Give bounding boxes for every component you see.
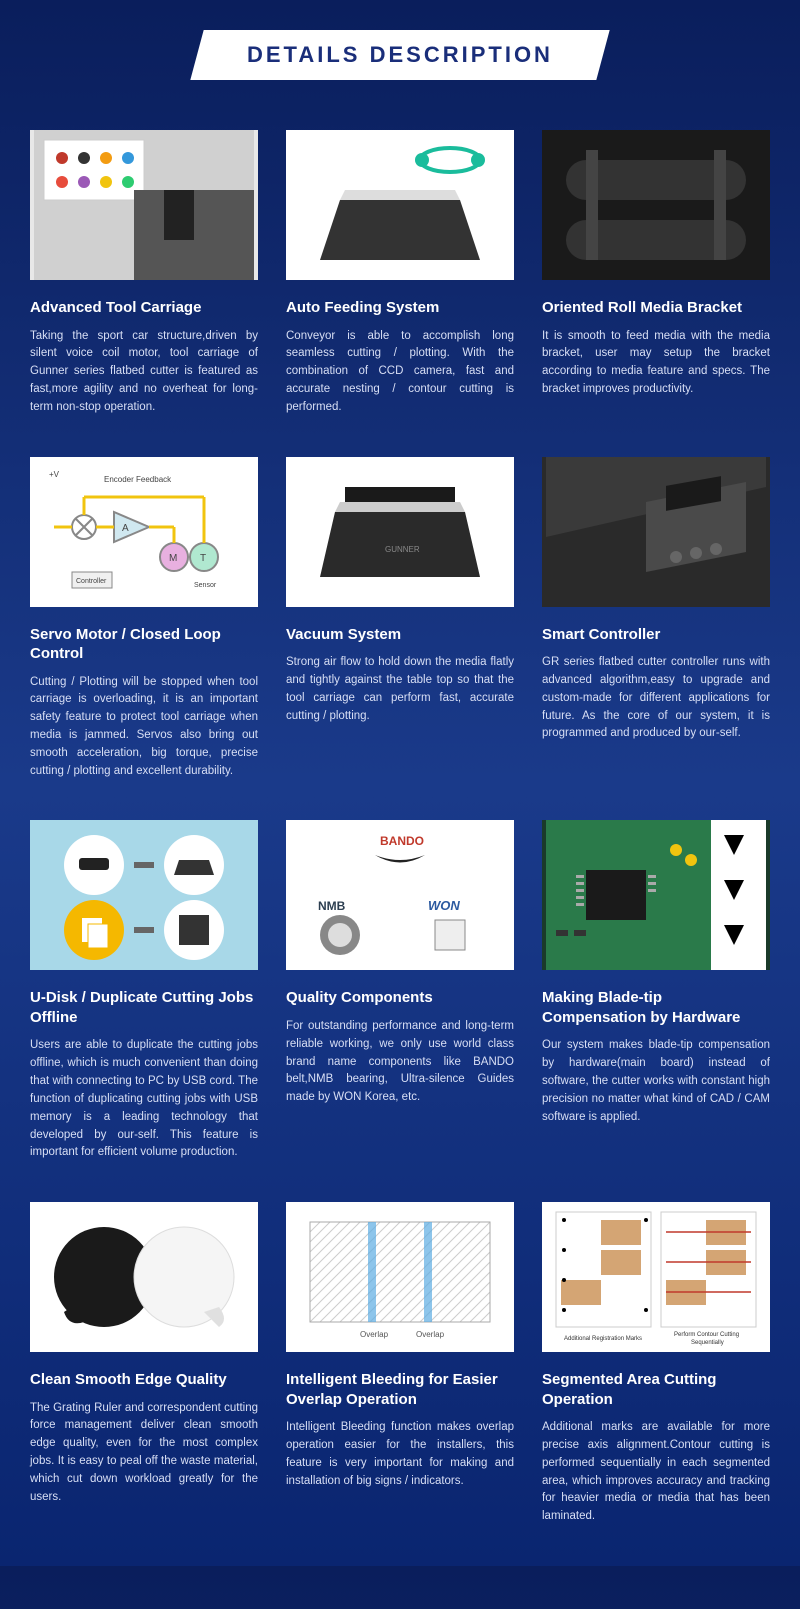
svg-text:WON: WON bbox=[428, 898, 460, 913]
feature-description: Conveyor is able to accomplish long seam… bbox=[286, 328, 514, 417]
svg-text:NMB: NMB bbox=[318, 899, 346, 913]
feature-image bbox=[30, 820, 258, 970]
feature-image: GUNNER bbox=[286, 457, 514, 607]
feature-title: Making Blade-tip Compensation by Hardwar… bbox=[542, 988, 770, 1027]
feature-card: U-Disk / Duplicate Cutting Jobs Offline U… bbox=[30, 820, 258, 1162]
svg-text:Sequentially: Sequentially bbox=[691, 1340, 724, 1346]
feature-image bbox=[542, 457, 770, 607]
feature-description: Cutting / Plotting will be stopped when … bbox=[30, 674, 258, 781]
feature-description: The Grating Ruler and correspondent cutt… bbox=[30, 1400, 258, 1507]
page-title: DETAILS DESCRIPTION bbox=[247, 42, 553, 68]
svg-text:Perform Contour Cutting: Perform Contour Cutting bbox=[674, 1332, 739, 1338]
feature-description: Users are able to duplicate the cutting … bbox=[30, 1037, 258, 1162]
feature-grid: Advanced Tool Carriage Taking the sport c… bbox=[0, 130, 800, 1526]
svg-text:Sensor: Sensor bbox=[194, 582, 217, 589]
svg-text:Overlap: Overlap bbox=[360, 1330, 389, 1339]
svg-text:Additional Registration Marks: Additional Registration Marks bbox=[564, 1336, 642, 1342]
feature-image: Additional Registration Marks Perform Con… bbox=[542, 1202, 770, 1352]
feature-title: Quality Components bbox=[286, 988, 514, 1008]
feature-card: Making Blade-tip Compensation by Hardwar… bbox=[542, 820, 770, 1162]
feature-card: GUNNER Vacuum System Strong air flow to ho… bbox=[286, 457, 514, 781]
feature-description: Intelligent Bleeding function makes over… bbox=[286, 1419, 514, 1490]
svg-text:T: T bbox=[200, 553, 206, 564]
feature-card: Advanced Tool Carriage Taking the sport c… bbox=[30, 130, 258, 417]
svg-text:Controller: Controller bbox=[76, 578, 107, 585]
feature-description: Strong air flow to hold down the media f… bbox=[286, 654, 514, 725]
svg-text:Overlap: Overlap bbox=[416, 1330, 445, 1339]
feature-card: Auto Feeding System Conveyor is able to a… bbox=[286, 130, 514, 417]
svg-text:A: A bbox=[122, 523, 129, 534]
feature-description: Additional marks are available for more … bbox=[542, 1419, 770, 1526]
feature-description: For outstanding performance and long-ter… bbox=[286, 1018, 514, 1107]
feature-card: Oriented Roll Media Bracket It is smooth … bbox=[542, 130, 770, 417]
svg-text:BANDO: BANDO bbox=[380, 834, 424, 848]
feature-image: Overlap Overlap bbox=[286, 1202, 514, 1352]
svg-text:Encoder Feedback: Encoder Feedback bbox=[104, 475, 172, 484]
svg-text:M: M bbox=[169, 553, 177, 564]
feature-title: Smart Controller bbox=[542, 625, 770, 645]
svg-text:+V: +V bbox=[49, 470, 60, 479]
feature-description: GR series flatbed cutter controller runs… bbox=[542, 654, 770, 743]
feature-title: Servo Motor / Closed Loop Control bbox=[30, 625, 258, 664]
feature-title: Vacuum System bbox=[286, 625, 514, 645]
feature-card: Smart Controller GR series flatbed cutter… bbox=[542, 457, 770, 781]
feature-image bbox=[30, 130, 258, 280]
feature-title: Intelligent Bleeding for Easier Overlap … bbox=[286, 1370, 514, 1409]
feature-image: +V Encoder Feedback A M T Controller Sensor bbox=[30, 457, 258, 607]
feature-title: Oriented Roll Media Bracket bbox=[542, 298, 770, 318]
feature-card: Clean Smooth Edge Quality The Grating Rul… bbox=[30, 1202, 258, 1526]
feature-card: BANDO NMB WON Quality Components For outstan… bbox=[286, 820, 514, 1162]
feature-title: Segmented Area Cutting Operation bbox=[542, 1370, 770, 1409]
feature-title: Auto Feeding System bbox=[286, 298, 514, 318]
feature-image bbox=[30, 1202, 258, 1352]
title-banner-inner: DETAILS DESCRIPTION bbox=[190, 30, 609, 80]
feature-card: Additional Registration Marks Perform Con… bbox=[542, 1202, 770, 1526]
feature-card: Overlap Overlap Intelligent Bleeding for E… bbox=[286, 1202, 514, 1526]
feature-title: Clean Smooth Edge Quality bbox=[30, 1370, 258, 1390]
svg-text:GUNNER: GUNNER bbox=[385, 545, 420, 554]
feature-image bbox=[542, 130, 770, 280]
feature-image bbox=[286, 130, 514, 280]
feature-description: It is smooth to feed media with the medi… bbox=[542, 328, 770, 399]
feature-description: Our system makes blade-tip compensation … bbox=[542, 1037, 770, 1126]
feature-image bbox=[542, 820, 770, 970]
title-banner: DETAILS DESCRIPTION bbox=[0, 0, 800, 130]
feature-title: U-Disk / Duplicate Cutting Jobs Offline bbox=[30, 988, 258, 1027]
feature-image: BANDO NMB WON bbox=[286, 820, 514, 970]
feature-title: Advanced Tool Carriage bbox=[30, 298, 258, 318]
feature-description: Taking the sport car structure,driven by… bbox=[30, 328, 258, 417]
feature-card: +V Encoder Feedback A M T Controller Sensor Ser… bbox=[30, 457, 258, 781]
